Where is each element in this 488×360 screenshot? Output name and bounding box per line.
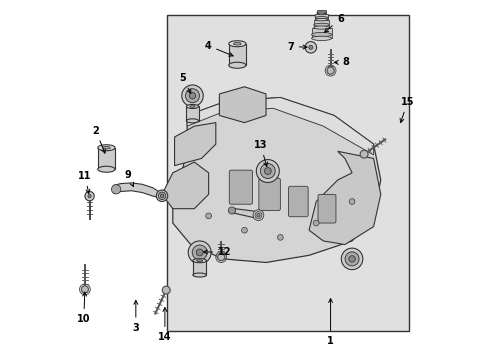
Circle shape xyxy=(348,199,354,204)
Circle shape xyxy=(326,67,333,74)
Circle shape xyxy=(260,163,275,179)
Polygon shape xyxy=(162,162,208,209)
Text: 4: 4 xyxy=(204,41,233,56)
Ellipse shape xyxy=(98,145,115,151)
Ellipse shape xyxy=(186,104,198,108)
Polygon shape xyxy=(172,98,380,262)
Ellipse shape xyxy=(233,42,241,45)
Circle shape xyxy=(156,190,167,202)
Text: 14: 14 xyxy=(158,307,171,342)
Circle shape xyxy=(277,234,283,240)
Ellipse shape xyxy=(189,105,195,107)
FancyBboxPatch shape xyxy=(314,14,327,20)
FancyBboxPatch shape xyxy=(98,148,115,169)
Text: 5: 5 xyxy=(179,73,190,93)
Circle shape xyxy=(182,85,203,107)
Circle shape xyxy=(308,45,312,49)
FancyBboxPatch shape xyxy=(229,170,252,204)
Ellipse shape xyxy=(313,23,329,26)
Polygon shape xyxy=(187,98,373,155)
Ellipse shape xyxy=(192,273,206,277)
Circle shape xyxy=(192,245,207,260)
Circle shape xyxy=(196,249,203,256)
Circle shape xyxy=(341,248,362,270)
Polygon shape xyxy=(174,123,215,166)
Circle shape xyxy=(256,159,279,183)
Polygon shape xyxy=(167,15,408,330)
Text: 12: 12 xyxy=(203,247,231,257)
Circle shape xyxy=(160,194,163,198)
Ellipse shape xyxy=(316,13,325,15)
FancyBboxPatch shape xyxy=(317,194,335,223)
Polygon shape xyxy=(308,151,380,244)
Text: 13: 13 xyxy=(253,140,267,166)
Text: 9: 9 xyxy=(124,170,133,186)
Ellipse shape xyxy=(98,166,115,172)
FancyBboxPatch shape xyxy=(228,44,245,65)
Circle shape xyxy=(88,194,91,198)
Ellipse shape xyxy=(192,259,206,263)
FancyBboxPatch shape xyxy=(258,178,280,211)
FancyBboxPatch shape xyxy=(313,20,329,28)
Circle shape xyxy=(188,241,211,264)
Circle shape xyxy=(111,185,121,194)
Circle shape xyxy=(264,168,271,175)
Ellipse shape xyxy=(316,12,325,13)
Ellipse shape xyxy=(186,119,198,123)
FancyBboxPatch shape xyxy=(192,261,206,275)
Circle shape xyxy=(241,227,247,233)
Circle shape xyxy=(158,192,165,199)
Text: 8: 8 xyxy=(334,57,349,67)
Ellipse shape xyxy=(196,260,203,262)
Ellipse shape xyxy=(314,17,327,19)
FancyBboxPatch shape xyxy=(186,107,198,121)
Circle shape xyxy=(189,93,195,99)
Circle shape xyxy=(345,252,358,266)
Ellipse shape xyxy=(228,62,245,68)
Circle shape xyxy=(228,207,235,214)
Text: 1: 1 xyxy=(326,299,333,346)
Polygon shape xyxy=(231,208,259,220)
FancyBboxPatch shape xyxy=(311,28,331,39)
Circle shape xyxy=(252,210,263,221)
Text: 3: 3 xyxy=(132,300,139,333)
Circle shape xyxy=(162,286,170,294)
Text: 15: 15 xyxy=(399,97,413,122)
Circle shape xyxy=(185,89,199,103)
Ellipse shape xyxy=(311,32,331,37)
Ellipse shape xyxy=(102,147,110,149)
FancyBboxPatch shape xyxy=(288,186,307,217)
Text: 10: 10 xyxy=(77,292,90,324)
Text: 7: 7 xyxy=(286,42,306,51)
Ellipse shape xyxy=(228,41,245,47)
Ellipse shape xyxy=(314,19,327,21)
Text: 2: 2 xyxy=(92,126,105,153)
Circle shape xyxy=(254,212,262,219)
Circle shape xyxy=(217,253,224,261)
Circle shape xyxy=(85,192,94,201)
Circle shape xyxy=(360,150,367,158)
Circle shape xyxy=(256,213,260,217)
Ellipse shape xyxy=(311,36,331,41)
Ellipse shape xyxy=(313,26,329,29)
FancyBboxPatch shape xyxy=(316,10,325,14)
Circle shape xyxy=(348,256,355,262)
Circle shape xyxy=(305,41,316,53)
Polygon shape xyxy=(113,183,161,198)
Text: 6: 6 xyxy=(324,14,343,32)
Polygon shape xyxy=(219,87,265,123)
Circle shape xyxy=(205,213,211,219)
Circle shape xyxy=(81,286,88,293)
Circle shape xyxy=(313,220,319,226)
Text: 11: 11 xyxy=(78,171,91,193)
